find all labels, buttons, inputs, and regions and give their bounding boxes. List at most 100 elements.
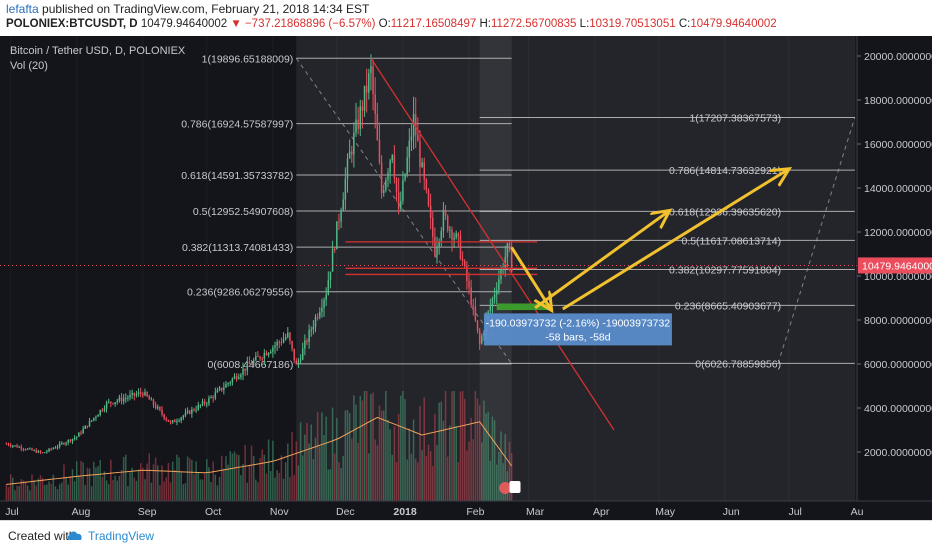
volume-bar <box>461 391 464 501</box>
series-title: Bitcoin / Tether USD, D, POLONIEX <box>10 45 186 57</box>
candle-body <box>146 391 148 397</box>
author-link[interactable]: lefafta <box>6 2 39 16</box>
candle-body <box>423 162 425 180</box>
volume-bar <box>159 485 161 501</box>
candle-body <box>37 450 40 453</box>
candle-body <box>191 409 193 414</box>
candle-body <box>468 281 470 288</box>
candle-body <box>182 415 185 418</box>
volume-bar <box>434 413 436 501</box>
volume-bar <box>323 434 325 501</box>
volume-bar <box>82 462 84 501</box>
tradingview-cloud-icon <box>67 531 82 540</box>
volume-bar <box>276 470 278 501</box>
volume-bar <box>233 451 236 501</box>
candle-body <box>150 399 153 401</box>
volume-bar <box>329 469 332 501</box>
volume-bar <box>46 484 48 501</box>
last-price-value: 10479.94640002 <box>140 18 228 30</box>
candle-body <box>372 66 374 95</box>
volume-bar <box>210 482 212 501</box>
volume-bar <box>238 455 240 501</box>
candle-body <box>274 345 276 348</box>
candle-body <box>265 352 268 356</box>
candle-body <box>101 410 104 412</box>
candle-body <box>116 400 118 403</box>
volume-bar <box>382 410 385 501</box>
candle-body <box>291 341 293 349</box>
y-tick-label: 2000.00000000 <box>864 447 932 459</box>
volume-bar <box>208 467 210 501</box>
candle-body <box>414 114 417 136</box>
candle-body <box>391 155 394 161</box>
volume-bar <box>33 480 35 501</box>
volume-bar <box>252 455 255 501</box>
chart-area[interactable]: 1(19896.65188009) 0.786(16924.57587997) 0.… <box>0 36 932 520</box>
volume-bar <box>76 461 78 501</box>
volume-bar <box>7 487 10 501</box>
x-tick-label: Aug <box>72 506 91 518</box>
candle-body <box>216 389 219 393</box>
candle-body <box>58 443 61 447</box>
candle-body <box>368 73 370 93</box>
price-chart[interactable]: 1(19896.65188009) 0.786(16924.57587997) 0.… <box>0 36 932 520</box>
candle-body <box>7 443 10 446</box>
volume-bar <box>423 397 425 501</box>
candle-body <box>125 398 127 400</box>
volume-bar <box>154 457 157 501</box>
volume-bar <box>449 425 451 501</box>
volume-bar <box>18 486 20 501</box>
fib-right-level-label: 0.382(10297.77591804) <box>669 264 781 276</box>
volume-bar <box>265 473 268 501</box>
candle-body <box>214 392 217 398</box>
x-tick-label: May <box>655 506 676 518</box>
candle-body <box>481 335 483 344</box>
candle-body <box>280 342 283 344</box>
candle-body <box>227 383 229 385</box>
candle-body <box>255 356 257 361</box>
volume-bar <box>380 410 383 501</box>
volume-bar <box>478 405 481 501</box>
candle-body <box>69 439 72 442</box>
candle-body <box>442 209 445 232</box>
candle-body <box>161 409 163 415</box>
candle-body <box>180 417 182 421</box>
tradingview-brand-link[interactable]: TradingView <box>88 529 155 543</box>
volume-bar <box>500 431 502 501</box>
volume-bar <box>346 410 349 501</box>
volume-bar <box>408 428 411 501</box>
volume-bar <box>402 391 404 501</box>
candle-body <box>308 330 310 343</box>
volume-bar <box>451 391 453 501</box>
volume-bar <box>355 404 357 501</box>
candle-body <box>314 317 317 327</box>
candle-body <box>440 231 443 241</box>
volume-bar <box>67 484 69 501</box>
volume-bar <box>336 417 338 501</box>
volume-bar <box>97 466 99 501</box>
candle-body <box>287 332 289 338</box>
candle-body <box>385 179 387 191</box>
volume-bar <box>444 391 447 501</box>
volume-bar <box>395 461 398 501</box>
fib-right-level-label: 0.236(8665.40903677) <box>675 300 781 312</box>
candle-body <box>195 409 197 411</box>
candle-body <box>278 341 281 343</box>
candle-body <box>397 192 400 209</box>
flag-event-icon <box>499 482 512 494</box>
candle-body <box>63 443 65 445</box>
volume-bar <box>231 453 234 501</box>
volume-bar <box>112 479 114 501</box>
volume-bar <box>325 416 327 501</box>
candle-body <box>65 442 67 445</box>
volume-bar <box>476 398 479 501</box>
volume-bar <box>203 473 206 501</box>
volume-bar <box>65 477 67 501</box>
candle-body <box>333 248 336 250</box>
candle-body <box>267 353 270 356</box>
x-tick-label: Mar <box>526 506 545 518</box>
volume-bar <box>304 434 306 501</box>
volume-bar <box>363 391 366 501</box>
volume-bar <box>135 480 138 501</box>
candle-body <box>457 233 460 236</box>
